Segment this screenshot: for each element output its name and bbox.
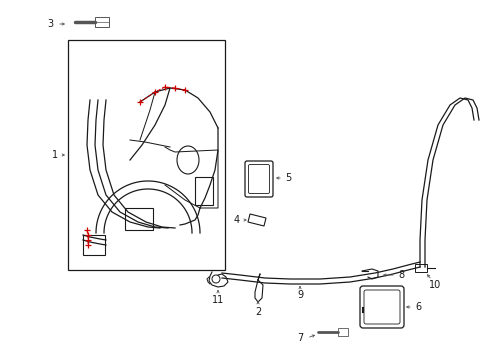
Polygon shape (254, 280, 263, 302)
Polygon shape (247, 214, 265, 226)
Bar (414, 264, 426, 272)
Text: 7: 7 (296, 333, 303, 343)
Circle shape (212, 275, 220, 283)
Text: 5: 5 (285, 173, 291, 183)
Bar (68, 40, 224, 270)
Bar (195, 177, 213, 205)
Text: 2: 2 (254, 307, 261, 317)
FancyBboxPatch shape (359, 286, 403, 328)
Bar (337, 328, 347, 336)
Text: 9: 9 (296, 290, 303, 300)
Text: 10: 10 (428, 280, 440, 290)
Text: 6: 6 (414, 302, 420, 312)
Text: 4: 4 (233, 215, 240, 225)
Text: 1: 1 (52, 150, 58, 160)
Text: 3: 3 (47, 19, 53, 29)
Bar (95, 17, 109, 27)
Bar (125, 208, 153, 230)
Bar (83, 235, 105, 255)
FancyBboxPatch shape (244, 161, 272, 197)
Text: 11: 11 (211, 295, 224, 305)
Text: 8: 8 (397, 270, 403, 280)
